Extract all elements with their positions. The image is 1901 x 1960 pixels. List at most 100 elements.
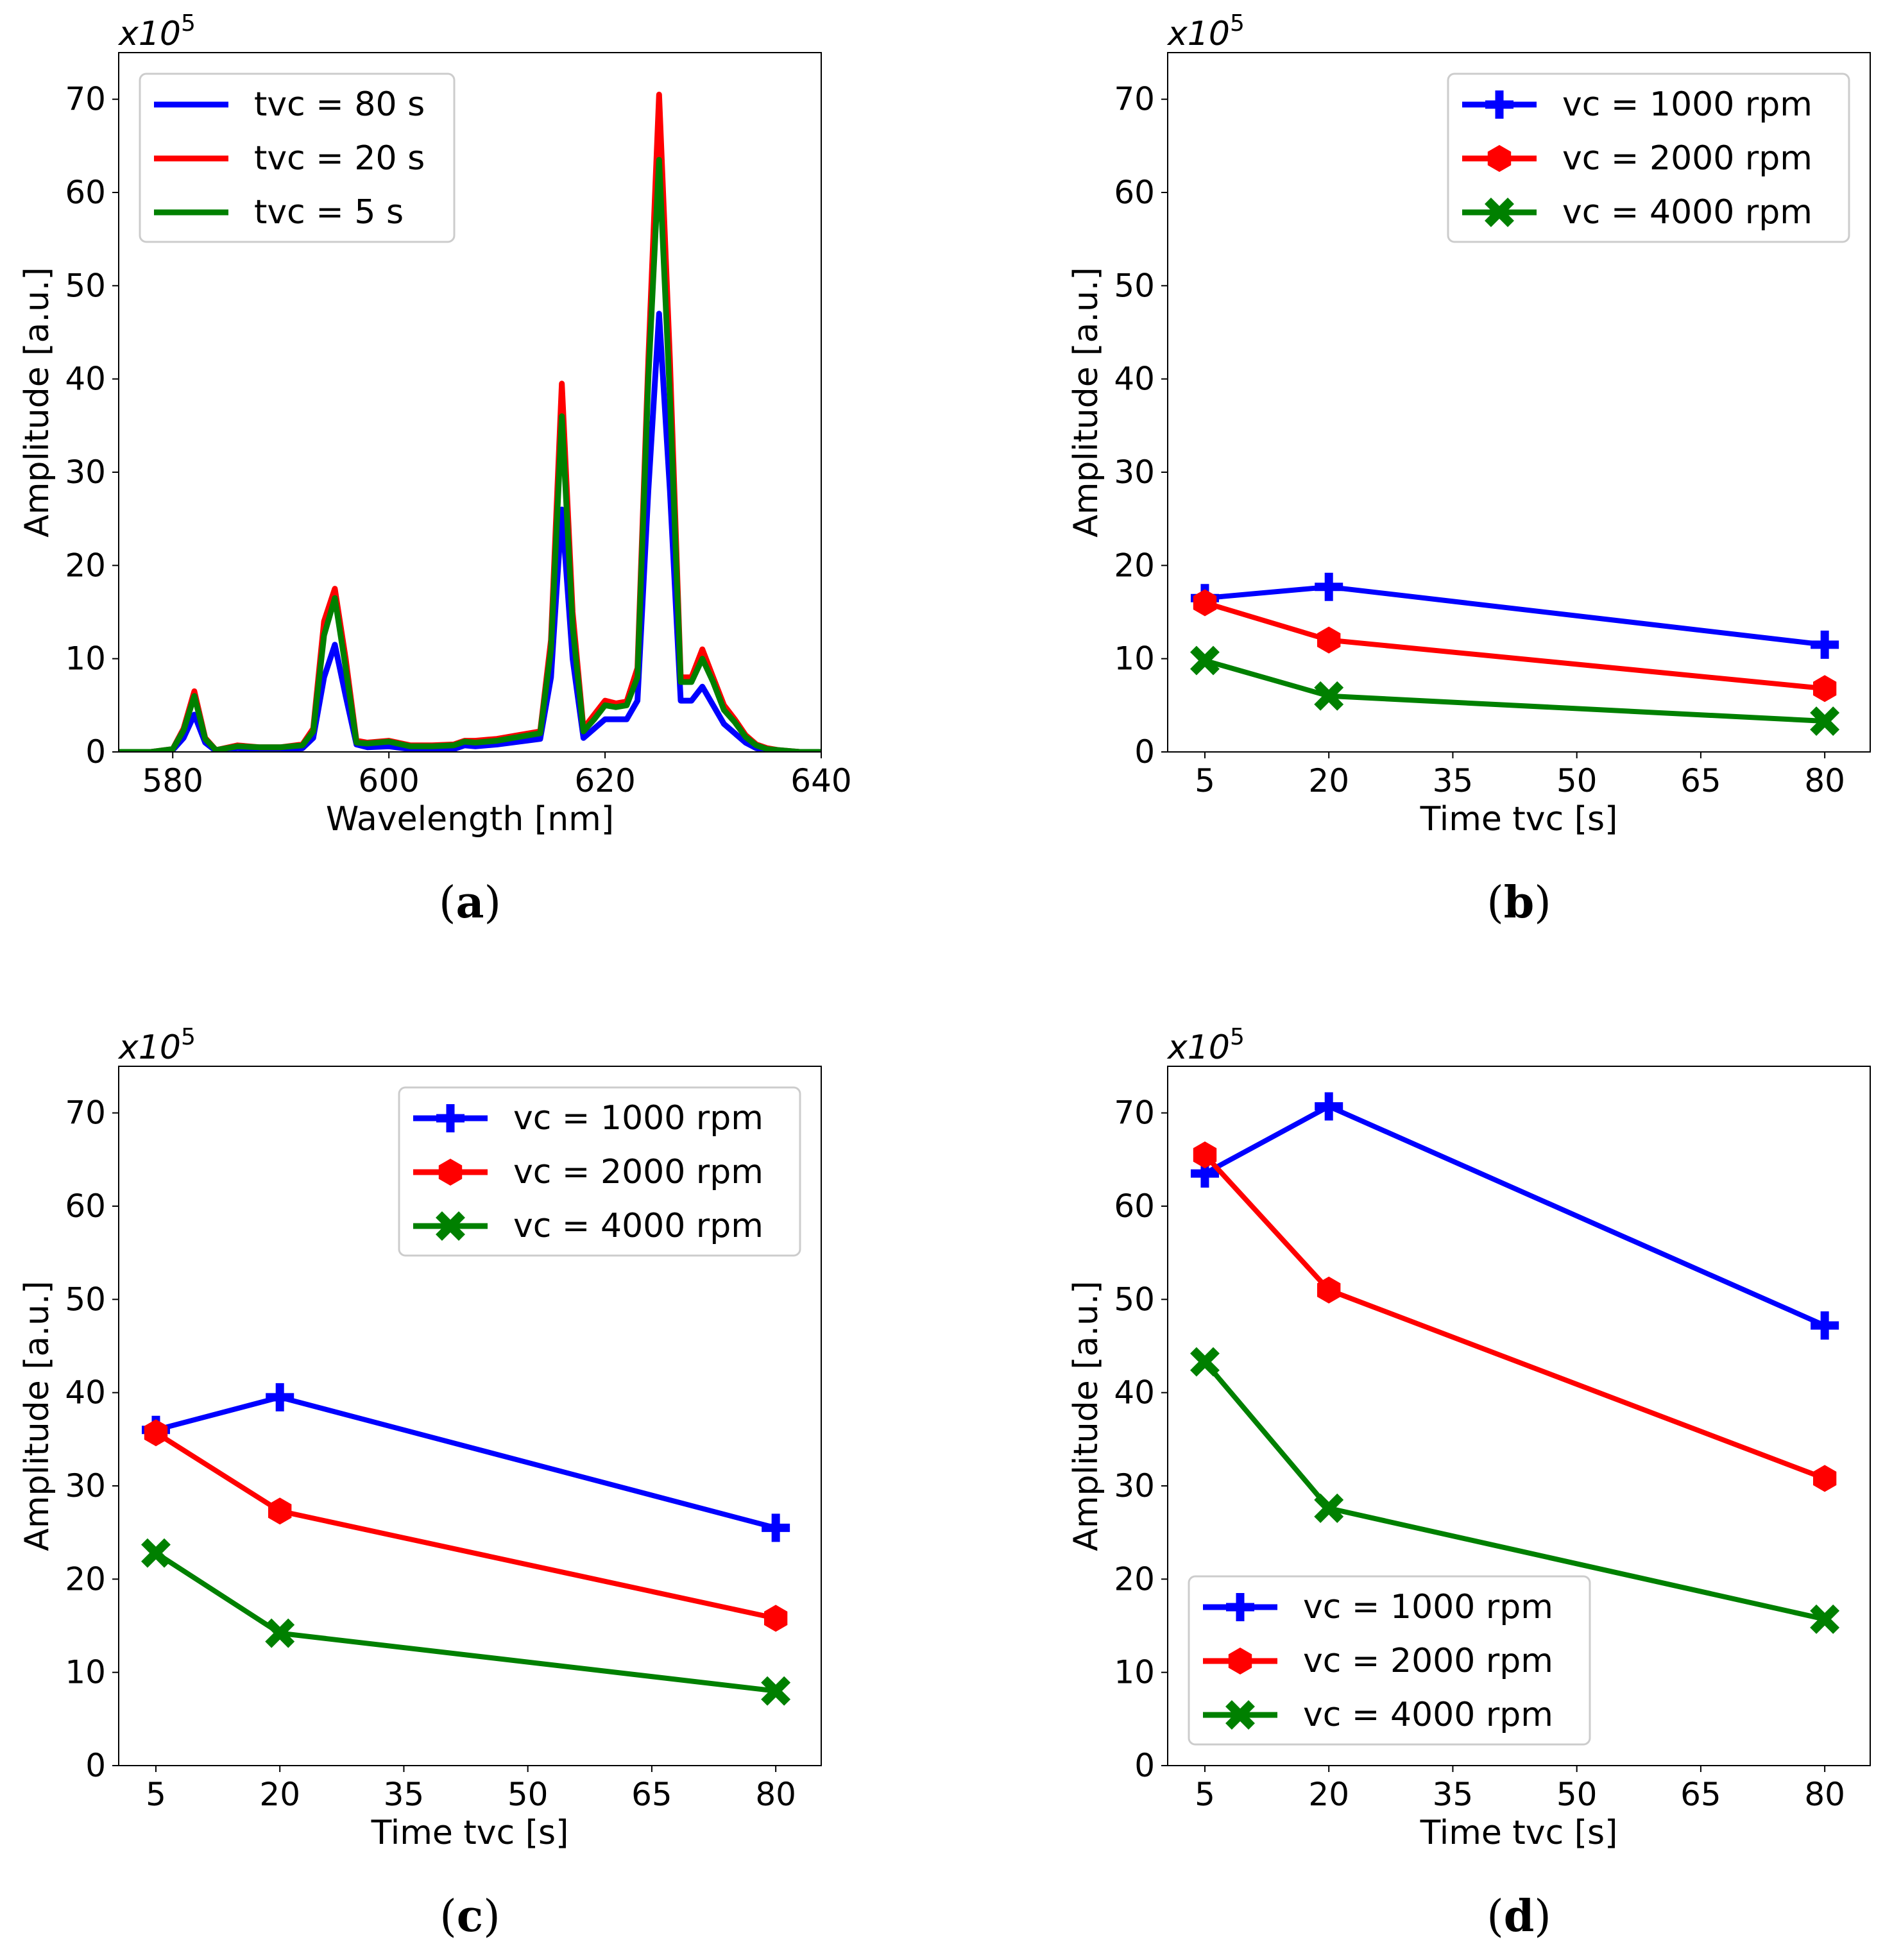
- legend: tvc = 80 s tvc = 20 s tvc = 5 s: [139, 72, 456, 243]
- legend-label-3: vc = 4000 rpm: [1562, 193, 1812, 232]
- x-tick-label: 65: [631, 1776, 672, 1813]
- caption-letter: a: [456, 877, 484, 928]
- y-tick-label: 10: [65, 1654, 106, 1691]
- caption-close: ): [1534, 878, 1551, 928]
- x-axis-label: Wavelength [nm]: [326, 800, 614, 839]
- x-axis-label: Time tvc [s]: [1420, 1814, 1618, 1852]
- data-point-3-2-stroke-b: [1314, 681, 1344, 711]
- x-tick-label: 640: [790, 762, 851, 799]
- x-tick-label: 65: [1680, 1776, 1721, 1813]
- data-point-3-1-stroke-b: [1190, 645, 1220, 676]
- y-tick-label: 0: [85, 733, 106, 771]
- y-tick-label: 40: [1114, 361, 1155, 398]
- data-point-3-2-stroke-b: [1314, 1493, 1344, 1523]
- plot-area: [1190, 1092, 1840, 1634]
- data-point-3-3-stroke-b: [761, 1676, 791, 1706]
- x-tick-label: 50: [1556, 1776, 1598, 1813]
- legend-box: [1447, 72, 1850, 243]
- legend-box: [1188, 1575, 1591, 1746]
- legend-marker-3-stroke-b: [1225, 1700, 1255, 1730]
- panel-a: 0 10 20 30 40 50 60 70 580 600 620 640 x105 Wavelengt…: [18, 10, 852, 928]
- x-tick-label: 35: [384, 1776, 425, 1813]
- multiplier-exponent: 5: [181, 1024, 196, 1050]
- data-point-2-3: [1813, 1465, 1837, 1492]
- x-tick-label: 50: [1556, 762, 1598, 799]
- y-tick-label: 60: [65, 1188, 106, 1225]
- y-tick-label: 10: [1114, 640, 1155, 677]
- data-point-1-3: [1811, 1311, 1839, 1340]
- caption-open: (: [439, 878, 456, 928]
- y-tick-label: 0: [1134, 733, 1155, 771]
- data-point-3-3: [1810, 706, 1840, 736]
- data-point-1-2: [266, 1383, 294, 1411]
- series-line-3: [154, 1551, 776, 1694]
- series-line-3: [1204, 658, 1825, 724]
- multiplier-exponent: 5: [181, 10, 196, 37]
- data-point-2-2: [1317, 626, 1341, 654]
- series-line-2: [1203, 1153, 1826, 1481]
- series-line-1: [155, 1394, 777, 1531]
- multiplier-base: x10: [1166, 15, 1230, 53]
- legend-label-3: tvc = 5 s: [254, 193, 404, 232]
- legend-label-2: vc = 2000 rpm: [1562, 139, 1812, 178]
- y-tick-label: 10: [65, 640, 106, 677]
- data-point-2-1: [144, 1419, 168, 1447]
- y-tick-label: 50: [65, 267, 106, 304]
- data-point-3-3: [1810, 1604, 1840, 1634]
- multiplier-base: x10: [1166, 1028, 1230, 1067]
- y-tick-label: 50: [65, 1281, 106, 1318]
- y-tick-label: 60: [65, 174, 106, 211]
- x-tick-label: 20: [259, 1776, 300, 1813]
- data-point-2-3: [1813, 675, 1837, 703]
- y-tick-label: 50: [1114, 267, 1155, 304]
- data-point-3-3-stroke-b: [1810, 1604, 1840, 1634]
- legend-marker-3: [436, 1211, 465, 1241]
- data-point-3-1: [1190, 645, 1220, 676]
- y-axis-label: Amplitude [a.u.]: [1067, 1281, 1105, 1551]
- x-tick-label: 580: [142, 762, 203, 799]
- x-tick-label: 35: [1433, 762, 1474, 799]
- x-tick-label: 600: [358, 762, 419, 799]
- x-tick-label: 80: [755, 1776, 796, 1813]
- legend-label-2: tvc = 20 s: [254, 139, 425, 178]
- plot-area: [1190, 572, 1840, 736]
- legend: vc = 1000 rpm vc = 2000 rpm vc = 4000 rpm: [1447, 72, 1850, 243]
- legend-box: [398, 1086, 801, 1257]
- plot-frame: [1167, 1066, 1871, 1766]
- caption-letter: b: [1504, 877, 1535, 928]
- y-multiplier: x105: [117, 1024, 196, 1067]
- y-axis-label: Amplitude [a.u.]: [1067, 267, 1105, 537]
- caption-open: (: [439, 1891, 457, 1942]
- y-tick-label: 60: [1114, 1188, 1155, 1225]
- series-line-2: [1204, 600, 1825, 692]
- data-point-3-1-stroke-b: [141, 1538, 171, 1568]
- x-tick-label: 20: [1308, 1776, 1349, 1813]
- y-tick-label: 0: [1134, 1747, 1155, 1784]
- panel-caption: (c): [439, 1891, 500, 1942]
- x-tick-label: 5: [146, 1776, 166, 1813]
- x-axis-label: Time tvc [s]: [371, 1814, 569, 1852]
- data-point-1-1: [1190, 1159, 1219, 1188]
- series-line-2: [154, 1430, 776, 1621]
- y-tick-label: 70: [65, 81, 106, 118]
- caption-close: ): [1534, 1891, 1551, 1942]
- data-point-1-3: [1811, 630, 1839, 659]
- y-tick-label: 70: [65, 1095, 106, 1132]
- data-point-3-2: [265, 1618, 295, 1648]
- legend: vc = 1000 rpm vc = 2000 rpm vc = 4000 rpm: [398, 1086, 801, 1257]
- plot-area: [119, 91, 821, 752]
- y-tick-label: 40: [1114, 1374, 1155, 1411]
- legend-marker-1: [1485, 90, 1513, 119]
- data-point-3-2-stroke-b: [265, 1618, 295, 1648]
- multiplier-exponent: 5: [1230, 10, 1245, 37]
- legend-box: [139, 72, 456, 243]
- y-multiplier: x105: [1166, 1024, 1245, 1067]
- plot-frame: [1167, 52, 1871, 753]
- data-point-3-2: [1314, 681, 1344, 711]
- caption-close: ): [484, 878, 502, 928]
- x-tick-label: 80: [1804, 762, 1845, 799]
- data-point-3-1: [1190, 1347, 1220, 1377]
- caption-open: (: [1487, 1891, 1504, 1942]
